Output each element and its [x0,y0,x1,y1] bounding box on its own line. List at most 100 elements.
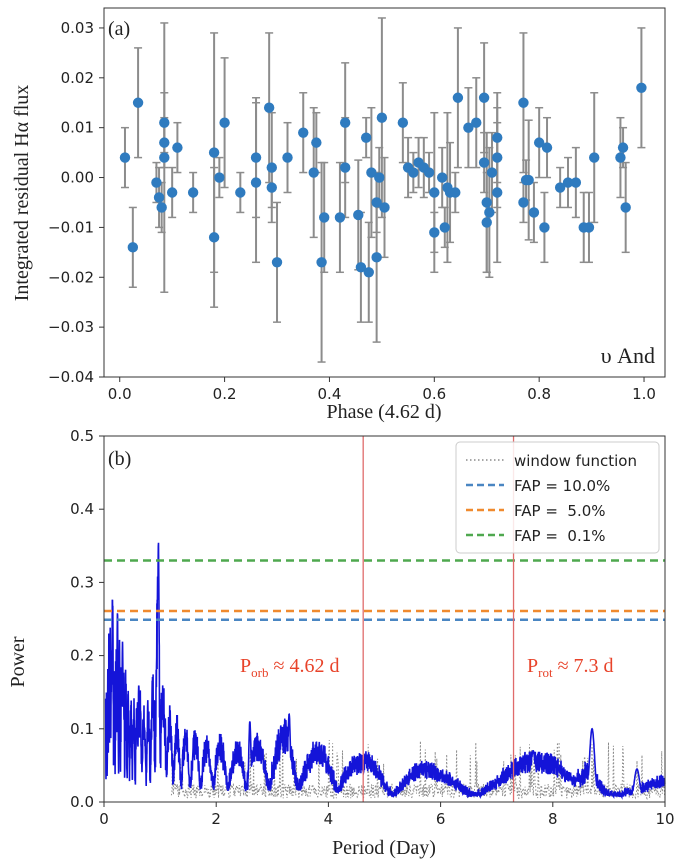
data-point [187,187,199,198]
data-point [156,202,167,213]
prot-annotation: Prot ≈ 7.3 d [527,655,614,680]
data-point [266,162,277,173]
x-tick-label: 0.2 [213,385,237,403]
x-tick-label: 4 [324,810,334,828]
data-point [528,207,540,218]
legend-box [455,441,660,554]
panel-b: 0 2 4 6 8 10 0.5 0.4 0.3 0.2 0.1 0.0 (b) Period (D… [7,427,675,859]
x-tick-label: 2 [211,810,221,828]
periodogram-series [104,542,666,800]
y-tick-label: 0.01 [61,119,94,137]
data-point [266,182,277,193]
data-point [492,132,503,143]
data-point [617,142,629,153]
data-point [311,137,322,148]
data-point [208,232,220,243]
data-point [153,192,165,203]
legend-fap10-label: FAP = 10.0% [514,477,610,495]
data-point [478,92,490,103]
x-tick-label: 0.0 [108,385,132,403]
data-point [250,152,262,163]
panel-b-label: (b) [108,448,131,470]
x-tick-label: 0.8 [527,385,551,403]
y-tick-label: 0.02 [61,69,94,87]
x-tick-label: 0 [99,810,109,828]
y-tick-label: 0.0 [70,793,94,811]
data-point [492,152,503,163]
prot-subscript: rot [538,665,553,680]
data-point [436,172,448,183]
data-point [353,209,364,221]
porb-annotation: Porb ≈ 4.62 d [240,655,339,680]
data-point [486,167,498,178]
data-point [570,177,582,188]
data-point [452,92,464,103]
data-point [450,187,461,198]
y-tick-label: −0.01 [48,218,94,236]
data-point [562,177,574,188]
y-tick-label: 0.2 [70,647,94,665]
x-tick-label: 6 [436,810,446,828]
fap-lines [104,559,665,621]
prot-value: ≈ 7.3 d [553,655,614,677]
data-point [533,137,545,148]
panel-a-xlabel: Phase (4.62 d) [327,401,442,423]
panel-b-xticks: 0 2 4 6 8 10 [99,802,675,828]
data-point [429,227,440,238]
data-point [172,142,183,153]
y-tick-label: −0.02 [48,268,94,286]
data-point [463,122,474,133]
y-tick-label: 0.1 [70,720,94,738]
panel-a-xticks: 0.0 0.2 0.4 0.6 0.8 1.0 [108,377,656,403]
data-point [159,117,170,128]
data-point [481,197,492,208]
panel-a-yticks: 0.03 0.02 0.01 0.00 −0.01 −0.02 −0.03 −0.04 [48,19,104,386]
panel-a-points [119,82,647,278]
x-tick-label: 8 [548,810,558,828]
data-point [523,174,534,186]
panel-b-yticks: 0.5 0.4 0.3 0.2 0.1 0.0 [70,427,104,811]
data-point [271,257,283,268]
data-point [151,177,162,188]
legend-window-label: window function [514,452,637,470]
y-tick-label: 0.03 [61,19,94,37]
data-point [360,132,372,143]
data-point [132,97,144,108]
y-tick-label: −0.04 [48,368,94,386]
data-point [371,197,382,208]
prot-symbol: P [527,655,538,677]
data-point [371,252,382,263]
panel-border-b [103,435,666,803]
data-point [339,117,351,128]
panel-border-a [103,7,666,378]
data-point [615,152,626,163]
data-point [263,102,275,113]
panel-b-ylabel: Power [7,636,29,687]
data-point [423,167,435,178]
data-point [363,267,374,278]
data-point [119,152,131,163]
panel-a-label: (a) [108,18,130,40]
data-point [589,152,600,163]
data-point [481,217,492,228]
data-point [374,172,385,183]
legend-fap5-label: FAP = 5.0% [514,502,606,520]
data-point [339,162,351,173]
data-point [583,222,595,233]
porb-subscript: orb [251,665,268,680]
x-tick-label: 1.0 [632,385,656,403]
data-point [366,167,377,178]
data-point [620,202,631,213]
legend: window function FAP = 10.0% FAP = 5.0% F… [455,441,660,554]
data-point [282,152,293,163]
data-point [214,172,225,183]
data-point [636,82,647,93]
legend-fap01-label: FAP = 0.1% [514,527,606,545]
data-point [235,187,246,198]
data-point [471,117,482,128]
x-tick-label: 0.6 [422,385,446,403]
data-point [518,197,529,208]
data-point [439,222,450,233]
porb-symbol: P [240,655,251,677]
